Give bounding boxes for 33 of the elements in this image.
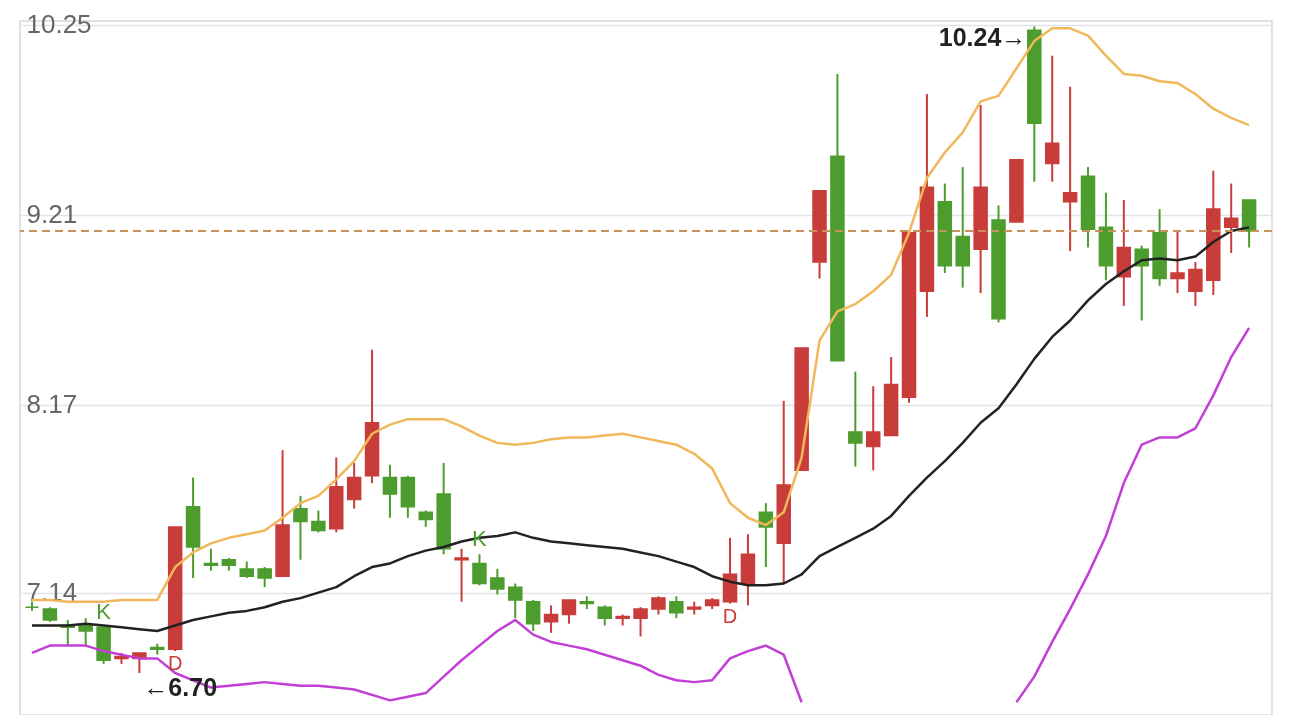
candlestick bbox=[454, 547, 469, 603]
annotation: D bbox=[167, 652, 183, 675]
annotation: ←6.70 bbox=[143, 672, 218, 701]
candlestick bbox=[293, 494, 308, 561]
candlestick bbox=[490, 567, 505, 596]
candlestick bbox=[472, 553, 487, 587]
candlestick bbox=[543, 604, 559, 634]
candlestick bbox=[346, 461, 362, 510]
candlestick bbox=[203, 547, 219, 572]
candlestick bbox=[865, 385, 881, 472]
candlestick bbox=[525, 598, 541, 632]
y-tick-label: 8.17 bbox=[26, 389, 78, 420]
annotation: D bbox=[722, 604, 738, 627]
y-tick-label: 10.25 bbox=[26, 9, 92, 40]
annotation: K bbox=[96, 599, 112, 625]
candlestick bbox=[597, 604, 612, 627]
annotation: 10.24→ bbox=[938, 23, 1027, 52]
y-tick-label: 9.21 bbox=[26, 199, 78, 230]
candlestick bbox=[1188, 261, 1203, 307]
candlestick bbox=[78, 617, 93, 647]
candlestick bbox=[257, 566, 272, 589]
candlestick bbox=[651, 595, 666, 616]
candlestick bbox=[1170, 230, 1185, 295]
candlestick bbox=[382, 463, 398, 519]
candlestick bbox=[1062, 85, 1078, 253]
candlestick bbox=[1223, 182, 1239, 254]
candlestick bbox=[1044, 54, 1060, 183]
candlestick bbox=[561, 598, 577, 625]
candlestick bbox=[848, 370, 863, 468]
candlestick bbox=[633, 606, 648, 638]
candlestick bbox=[669, 595, 684, 620]
candlestick bbox=[508, 582, 523, 620]
candlestick bbox=[311, 509, 326, 534]
